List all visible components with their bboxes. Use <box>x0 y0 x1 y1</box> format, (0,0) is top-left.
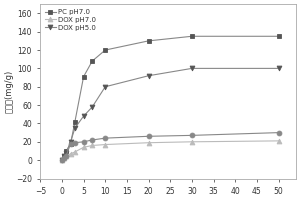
DOX pH5.0 <box>60 159 64 161</box>
PC pH7.0 <box>69 142 72 145</box>
DOX pH7.0 <box>277 140 280 142</box>
DOX pH5.0 <box>69 141 72 143</box>
PC pH7.0 <box>64 150 68 152</box>
DOX pH7.0 <box>64 155 68 158</box>
PC pH7.0 <box>82 75 85 78</box>
PC pH7.0 <box>190 35 194 37</box>
DOX pH7.0 <box>103 143 107 146</box>
PC pH7.0 <box>60 159 64 161</box>
Line: PC pH7.0: PC pH7.0 <box>59 34 281 163</box>
DOX pH5.0 <box>73 127 77 129</box>
DOX pH7.0 <box>190 141 194 143</box>
DOX pH7.0 <box>60 159 64 161</box>
DOX pH5.0 <box>147 75 150 77</box>
DOX pH5.0 <box>190 67 194 70</box>
DOX pH7.0 <box>82 146 85 149</box>
PC pH7.0 <box>103 49 107 51</box>
DOX pH7.0 <box>147 142 150 144</box>
PC pH7.0 <box>277 35 280 37</box>
PC pH7.0 <box>147 40 150 42</box>
DOX pH5.0 <box>62 155 66 158</box>
Y-axis label: 释药率(mg/g): 释药率(mg/g) <box>4 70 13 113</box>
PC pH7.0 <box>73 120 77 123</box>
Line: DOX pH5.0: DOX pH5.0 <box>59 66 281 163</box>
Line: DOX pH7.0: DOX pH7.0 <box>59 138 281 163</box>
DOX pH5.0 <box>91 106 94 108</box>
DOX pH7.0 <box>91 144 94 147</box>
DOX pH5.0 <box>277 67 280 70</box>
DOX pH5.0 <box>82 115 85 117</box>
Legend: PC pH7.0, DOX pH7.0, DOX pH5.0: PC pH7.0, DOX pH7.0, DOX pH5.0 <box>44 8 98 32</box>
DOX pH7.0 <box>73 151 77 153</box>
DOX pH5.0 <box>64 152 68 154</box>
DOX pH7.0 <box>69 153 72 155</box>
PC pH7.0 <box>91 60 94 62</box>
DOX pH7.0 <box>62 157 66 160</box>
DOX pH5.0 <box>103 86 107 88</box>
PC pH7.0 <box>62 154 66 157</box>
